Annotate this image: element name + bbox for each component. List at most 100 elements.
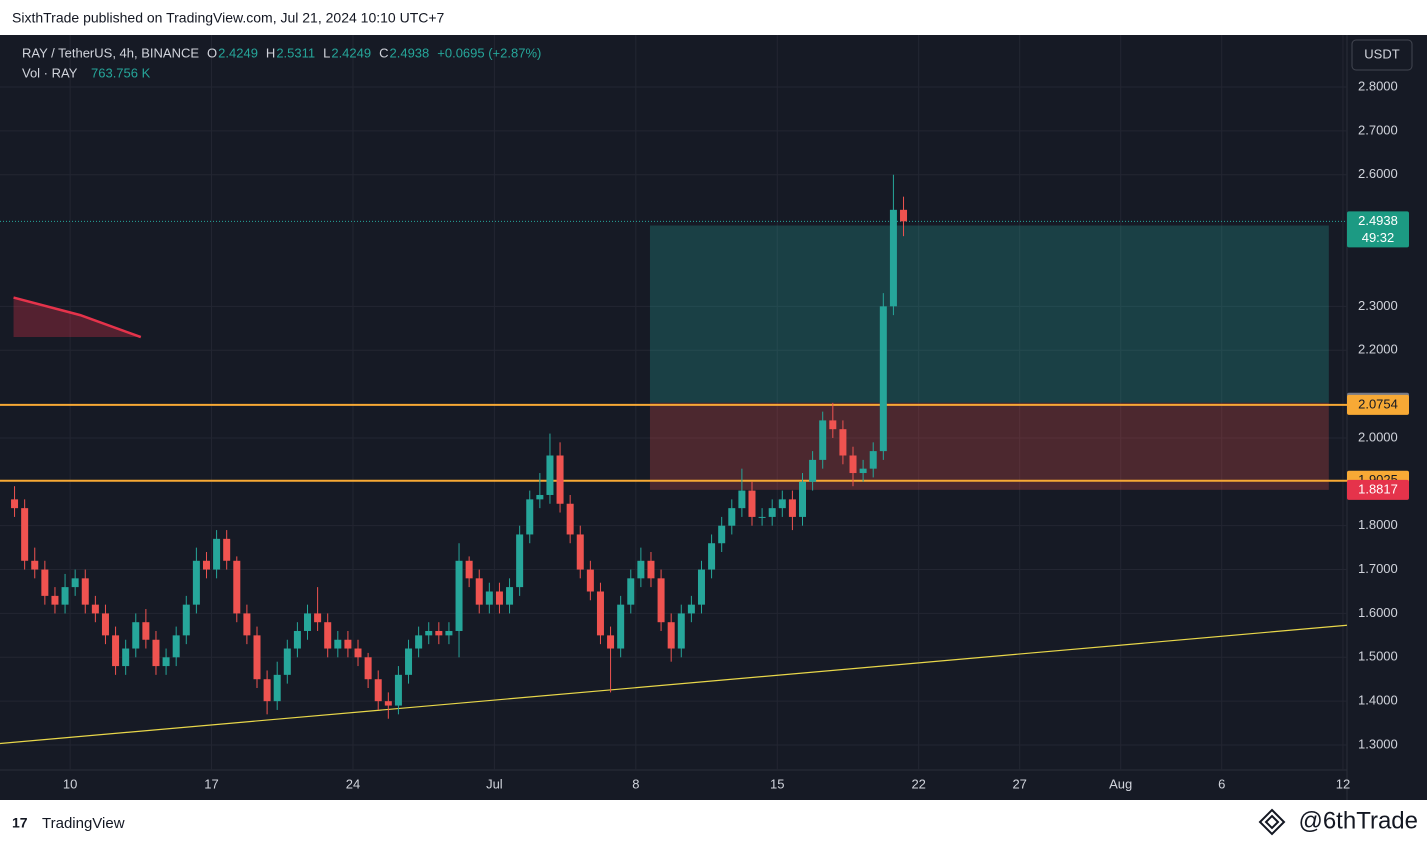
published: SixthTrade published on TradingView.com,… <box>12 10 445 26</box>
x-tick-label: Jul <box>486 776 503 791</box>
candle-body <box>718 525 726 544</box>
candle-body <box>253 635 261 680</box>
candle-body <box>526 499 534 535</box>
candle-body <box>869 451 877 469</box>
x-tick-label: 24 <box>346 776 360 791</box>
candle-body <box>243 613 251 636</box>
curve <box>13 296 142 339</box>
y-tick-label: 2.8000 <box>1358 78 1398 93</box>
x-tick-label: 8 <box>632 776 639 791</box>
y-tick-label: 1.7000 <box>1358 561 1398 576</box>
candle-body <box>384 701 392 706</box>
candle-body <box>697 569 705 605</box>
candle-body <box>879 306 887 452</box>
x-tick-label: 17 <box>204 776 218 791</box>
candle-body <box>728 508 736 526</box>
profit-zone <box>649 225 1329 403</box>
legend-o-label: O <box>207 45 217 60</box>
legend-l: 2.4249 <box>331 45 371 60</box>
y-tick-label: 2.0000 <box>1358 429 1398 444</box>
candle-body <box>809 459 817 482</box>
last-price-label-countdown: 49:32 <box>1362 230 1395 245</box>
header-bg <box>0 0 1427 35</box>
candle-body <box>41 569 49 596</box>
handle: @6thTrade <box>1298 807 1418 834</box>
candle-body <box>889 209 897 307</box>
currency-box[interactable] <box>1351 39 1413 71</box>
candle-body <box>576 534 584 570</box>
footer-bg <box>0 800 1427 846</box>
last-price-label: 2.4938 <box>1358 213 1398 228</box>
candle-body <box>556 455 564 504</box>
legend-c-label: C <box>379 45 388 60</box>
candle-body <box>849 455 857 474</box>
candle-body <box>748 490 756 517</box>
stop-label-bg <box>1347 479 1409 500</box>
candle-body <box>314 613 322 623</box>
level-label-bg <box>1347 394 1409 415</box>
candle-body <box>344 639 352 649</box>
candle-body <box>637 560 645 579</box>
candle-body <box>506 587 514 605</box>
y-tick-label: 2.2000 <box>1358 342 1398 357</box>
candle-body <box>202 560 210 570</box>
y-tick-label: 1.8000 <box>1358 517 1398 532</box>
candle-body <box>192 560 200 605</box>
candle-body <box>213 538 221 570</box>
y-tick-label: 2.3000 <box>1358 298 1398 313</box>
candle-body <box>485 591 493 605</box>
last-price-label-bg <box>1347 211 1409 248</box>
candle-body <box>304 613 312 631</box>
x-tick-label: 12 <box>1336 776 1350 791</box>
candle-body <box>516 534 524 588</box>
plot <box>0 174 1348 745</box>
currency[interactable]: USDT <box>1364 46 1399 61</box>
candle-body <box>708 543 716 570</box>
candle-body <box>112 635 120 667</box>
legend-c: 2.4938 <box>390 45 430 60</box>
legend-change: +0.0695 (+2.87%) <box>437 45 541 60</box>
legend-title: RAY / TetherUS, 4h, BINANCE <box>22 45 199 60</box>
candle-body <box>71 578 79 588</box>
candle-body <box>667 622 675 649</box>
axes: 2.8000 2.7000 2.6000 2.3000 2.2000 2.0000 1.80… <box>63 78 1409 791</box>
candle-body <box>293 630 301 649</box>
candle-body <box>657 578 665 623</box>
candle-body <box>101 613 109 636</box>
x-tick-label: 10 <box>63 776 77 791</box>
logo-mark: 17 <box>12 815 28 831</box>
candle-body <box>142 622 150 640</box>
y-tick-label: 2.6000 <box>1358 166 1398 181</box>
x-tick-label: 6 <box>1218 776 1225 791</box>
candle-body <box>859 468 867 474</box>
x-tick-label: 22 <box>911 776 925 791</box>
candle-body <box>31 560 39 570</box>
handle-icon <box>1258 808 1286 836</box>
candle-body <box>172 635 180 658</box>
candle-body <box>627 578 635 605</box>
candle-body <box>799 481 807 517</box>
candle-body <box>475 578 483 605</box>
brand: TradingView <box>42 815 125 832</box>
candle-body <box>647 560 655 579</box>
candle-body <box>687 604 695 614</box>
candle-body <box>900 209 908 222</box>
candle-body <box>152 639 160 667</box>
legend: RAY / TetherUS, 4h, BINANCE O 2.4249 H 2.531… <box>22 45 541 80</box>
candle-body <box>273 674 281 702</box>
candle-body <box>263 679 271 702</box>
candle-body <box>415 635 423 649</box>
legend-h-label: H <box>266 45 275 60</box>
candle-body <box>394 674 402 706</box>
legend-l-label: L <box>323 45 330 60</box>
curve-fill <box>13 297 141 338</box>
candle-body <box>586 569 594 592</box>
loss-zone <box>649 402 1329 490</box>
level-label: 2.0754 <box>1358 396 1398 411</box>
candle-body <box>758 516 766 518</box>
candle-body <box>132 622 140 649</box>
stop-label: 1.8817 <box>1358 481 1398 496</box>
candle-body <box>405 648 413 675</box>
